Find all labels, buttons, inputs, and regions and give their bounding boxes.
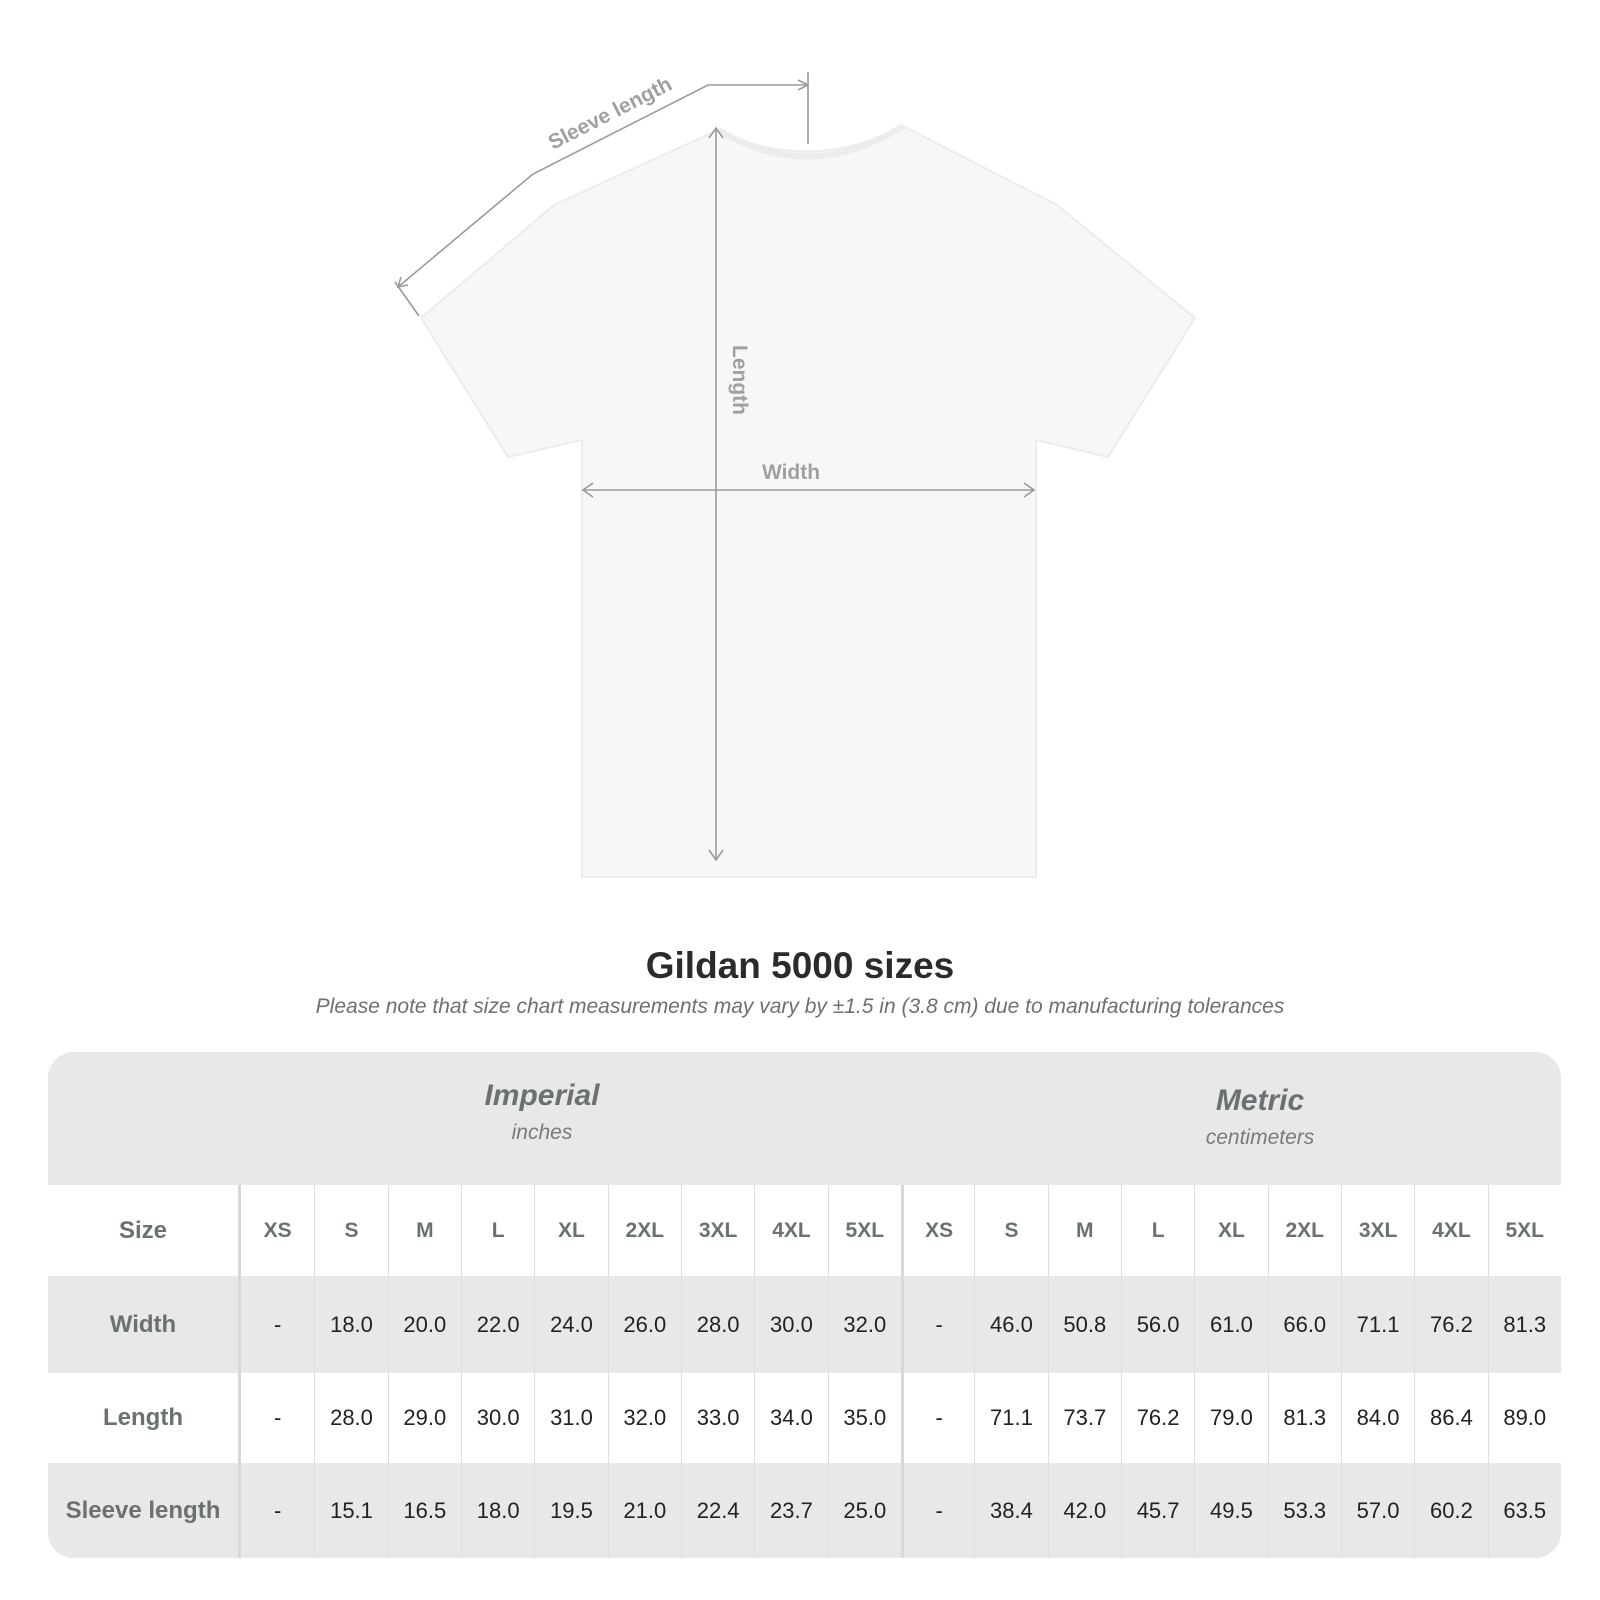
metric-value: 63.5 [1487, 1463, 1561, 1558]
metric-value: 76.2 [1414, 1276, 1487, 1373]
imperial-value: 22.4 [680, 1463, 754, 1558]
metric-value: 89.0 [1487, 1373, 1561, 1463]
metric-value: 60.2 [1414, 1463, 1487, 1558]
tshirt-shape [419, 124, 1197, 878]
size-header-metric: 3XL [1340, 1185, 1414, 1276]
metric-value: 73.7 [1047, 1373, 1121, 1463]
metric-value: 71.1 [1340, 1276, 1414, 1373]
collar [716, 123, 905, 160]
metric-value: 57.0 [1340, 1463, 1414, 1558]
metric-value: 38.4 [974, 1463, 1047, 1558]
metric-value: 53.3 [1267, 1463, 1341, 1558]
imperial-value: 24.0 [534, 1276, 607, 1373]
size-header-metric: 5XL [1487, 1185, 1561, 1276]
imperial-value: 25.0 [827, 1463, 901, 1558]
row-label: Sleeve length [48, 1463, 241, 1558]
width-label: Width [762, 461, 820, 484]
imperial-value: 32.0 [827, 1276, 901, 1373]
metric-value: 84.0 [1340, 1373, 1414, 1463]
imperial-header: Imperial inches [342, 1079, 742, 1145]
imperial-value: 34.0 [754, 1373, 827, 1463]
imperial-value: 18.0 [460, 1463, 534, 1558]
size-header-imperial: 3XL [680, 1185, 754, 1276]
metric-value: 79.0 [1194, 1373, 1267, 1463]
imperial-value: 28.0 [314, 1373, 387, 1463]
size-header-metric: XS [900, 1185, 974, 1276]
table-header: Imperial inches Metric centimeters [48, 1052, 1561, 1185]
size-header-row: Size XS S M L XL 2XL 3XL 4XL 5XL XS S M L XL 2XL 3XL 4XL 5… [48, 1185, 1561, 1276]
table-row: Sleeve length - 15.1 16.5 18.0 19.5 21.0 22.4 23… [48, 1463, 1561, 1558]
table-row: Length -28.0 29.0 30.0 31.0 32.0 33.0 34.0 35.0-… [48, 1373, 1561, 1463]
metric-value: 86.4 [1414, 1373, 1487, 1463]
size-header-imperial: M [387, 1185, 461, 1276]
metric-value: 61.0 [1194, 1276, 1267, 1373]
imperial-value: 22.0 [460, 1276, 534, 1373]
metric-value: 81.3 [1267, 1373, 1341, 1463]
imperial-value: 16.5 [387, 1463, 461, 1558]
metric-value: 45.7 [1120, 1463, 1194, 1558]
sleeve-length-label: Sleeve length [545, 72, 676, 154]
imperial-value: 30.0 [754, 1276, 827, 1373]
page-title: Gildan 5000 sizes [645, 945, 955, 986]
size-table: Imperial inches Metric centimeters Size X… [48, 1052, 1561, 1558]
metric-value: 46.0 [974, 1276, 1047, 1373]
imperial-value: 33.0 [680, 1373, 754, 1463]
size-header-metric: M [1047, 1185, 1121, 1276]
imperial-unit: inches [511, 1121, 573, 1144]
imperial-value: - [274, 1311, 282, 1337]
row-label: Size [48, 1185, 241, 1276]
imperial-value: 28.0 [680, 1276, 754, 1373]
imperial-value: 30.0 [460, 1373, 534, 1463]
imperial-value: 20.0 [387, 1276, 461, 1373]
imperial-value: 21.0 [607, 1463, 681, 1558]
imperial-value: 23.7 [754, 1463, 827, 1558]
size-header-imperial: XL [534, 1185, 607, 1276]
tolerance-note: Please note that size chart measurements… [315, 995, 1285, 1018]
size-header-imperial: XS [263, 1218, 292, 1242]
size-header-metric: L [1120, 1185, 1194, 1276]
metric-value: 49.5 [1194, 1463, 1267, 1558]
tshirt-diagram: Sleeve length Length Width [394, 72, 1197, 878]
imperial-value: 19.5 [534, 1463, 607, 1558]
size-header-metric: XL [1194, 1185, 1267, 1276]
imperial-value: - [274, 1497, 282, 1523]
metric-value: 76.2 [1120, 1373, 1194, 1463]
imperial-value: 15.1 [314, 1463, 387, 1558]
row-label: Width [48, 1276, 241, 1373]
length-label: Length [728, 345, 751, 415]
size-header-metric: 2XL [1267, 1185, 1341, 1276]
size-header-imperial: 5XL [827, 1185, 901, 1276]
metric-title: Metric [1215, 1084, 1305, 1117]
size-header-metric: S [974, 1185, 1047, 1276]
sleeve-arrow [397, 72, 809, 288]
metric-value: 50.8 [1047, 1276, 1121, 1373]
size-header-imperial: 2XL [607, 1185, 681, 1276]
metric-value: - [900, 1373, 974, 1463]
metric-value: - [900, 1276, 974, 1373]
imperial-value: 26.0 [607, 1276, 681, 1373]
metric-value: 71.1 [974, 1373, 1047, 1463]
size-header-imperial: S [314, 1185, 387, 1276]
table-row: Width -18.0 20.0 22.0 24.0 26.0 28.0 30.0 32.0-4… [48, 1276, 1561, 1373]
metric-value: 42.0 [1047, 1463, 1121, 1558]
metric-value: 56.0 [1120, 1276, 1194, 1373]
metric-value: - [900, 1463, 974, 1558]
metric-value: 66.0 [1267, 1276, 1341, 1373]
size-header-metric: 4XL [1414, 1185, 1487, 1276]
size-header-imperial: L [460, 1185, 534, 1276]
size-header-imperial: 4XL [754, 1185, 827, 1276]
metric-value: 81.3 [1487, 1276, 1561, 1373]
imperial-value: 31.0 [534, 1373, 607, 1463]
metric-header: Metric centimeters [1060, 1084, 1460, 1150]
imperial-value: - [274, 1405, 282, 1430]
imperial-value: 18.0 [314, 1276, 387, 1373]
imperial-title: Imperial [484, 1079, 600, 1112]
imperial-value: 35.0 [827, 1373, 901, 1463]
metric-unit: centimeters [1205, 1126, 1315, 1149]
row-label: Length [48, 1373, 241, 1463]
imperial-value: 32.0 [607, 1373, 681, 1463]
imperial-value: 29.0 [387, 1373, 461, 1463]
